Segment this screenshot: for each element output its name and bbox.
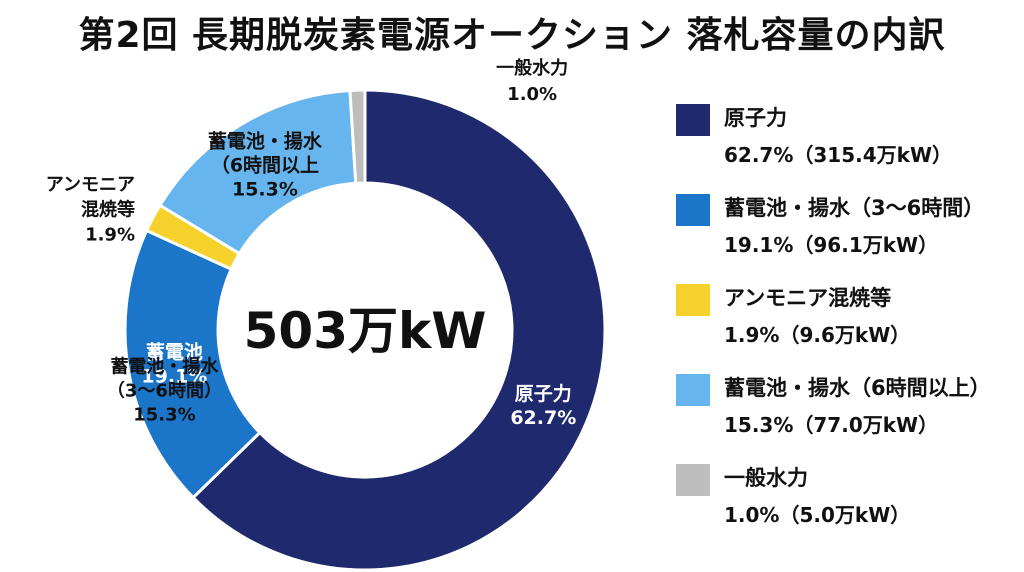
legend-swatch-3: [676, 374, 710, 406]
legend-value-0: 62.7%（315.4万kW）: [724, 143, 953, 167]
slice-4: [348, 88, 367, 185]
legend-name-3: 蓄電池・揚水（6時間以上）: [724, 376, 991, 400]
legend-swatch-0: [676, 104, 710, 136]
legend-name-4: 一般水力: [724, 466, 808, 490]
extra-label-0-line-0: 蓄電池・揚水: [110, 356, 219, 378]
extra-label-0-line-1: （3〜6時間）: [107, 381, 222, 402]
slice-label-3-line-0: 蓄電池・揚水: [208, 129, 323, 152]
slice-label-2-line-1: 混焼等: [81, 198, 135, 220]
center-total-label: 503万kW: [244, 302, 487, 360]
chart-title: 第2回 長期脱炭素電源オークション 落札容量の内訳: [78, 15, 946, 56]
legend-name-2: アンモニア混焼等: [724, 286, 892, 310]
slice-label-4-line-1: 1.0%: [507, 84, 557, 105]
legend-value-2: 1.9%（9.6万kW）: [724, 323, 911, 347]
slice-label-2-line-0: アンモニア: [46, 174, 135, 195]
slice-label-3-line-2: 15.3%: [232, 178, 298, 200]
slice-label-4-line-0: 一般水力: [496, 57, 568, 79]
legend-item-4: 一般水力 1.0%（5.0万kW）: [676, 460, 1016, 550]
legend-item-1: 蓄電池・揚水（3〜6時間） 19.1%（96.1万kW）: [676, 190, 1016, 280]
chart-legend: 原子力 62.7%（315.4万kW） 蓄電池・揚水（3〜6時間） 19.1%（96.…: [676, 100, 1016, 550]
slice-label-1-line-1: 19.1%: [141, 365, 207, 387]
legend-item-3: 蓄電池・揚水（6時間以上） 15.3%（77.0万kW）: [676, 370, 1016, 460]
slice-0: [191, 88, 607, 572]
legend-swatch-4: [676, 464, 710, 496]
legend-value-4: 1.0%（5.0万kW）: [724, 503, 911, 527]
legend-swatch-2: [676, 284, 710, 316]
slice-label-3-line-1: （6時間以上: [211, 153, 319, 176]
slice-label-1-line-0: 蓄電池: [146, 340, 203, 363]
slice-label-0-line-1: 62.7%: [510, 407, 576, 429]
legend-name-0: 原子力: [724, 106, 787, 130]
legend-swatch-1: [676, 194, 710, 226]
legend-value-1: 19.1%（96.1万kW）: [724, 233, 939, 257]
extra-label-0-line-2: 15.3%: [133, 405, 195, 426]
legend-item-0: 原子力 62.7%（315.4万kW）: [676, 100, 1016, 190]
legend-value-3: 15.3%（77.0万kW）: [724, 413, 939, 437]
slice-1: [123, 228, 262, 500]
slice-label-0-line-0: 原子力: [515, 382, 572, 405]
legend-name-1: 蓄電池・揚水（3〜6時間）: [724, 196, 985, 220]
legend-item-2: アンモニア混焼等 1.9%（9.6万kW）: [676, 280, 1016, 370]
slice-label-2-line-2: 1.9%: [85, 224, 135, 245]
